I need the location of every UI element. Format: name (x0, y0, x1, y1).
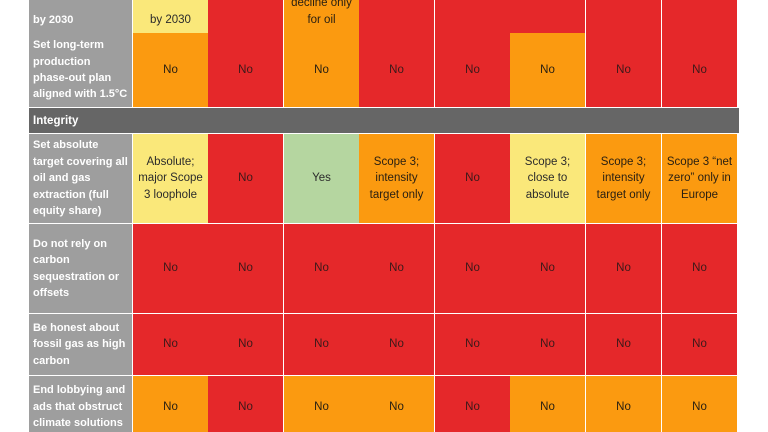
rating-cell: No (359, 33, 434, 107)
rating-cell: Yes (284, 134, 359, 223)
rating-cell: by 2030 (133, 0, 208, 33)
row-label: Set long-term production phase-out plan … (29, 33, 132, 107)
rating-cell: No (510, 224, 585, 313)
rating-cell: No (662, 376, 737, 432)
table-row: End lobbying and ads that obstruct clima… (29, 376, 739, 432)
rating-cell: No (662, 33, 737, 107)
rating-cell: No (359, 224, 434, 313)
table-row: Be honest about fossil gas as high carbo… (29, 314, 739, 375)
row-label: Set absolute target covering all oil and… (29, 134, 132, 223)
table-row: Set absolute target covering all oil and… (29, 134, 739, 223)
rating-cell: Scope 3; intensity target only (586, 134, 661, 223)
rating-cell: No (359, 376, 434, 432)
rating-cell (586, 0, 661, 33)
rating-cell: No (133, 33, 208, 107)
rating-cell: No (435, 134, 510, 223)
rating-cell: No (133, 224, 208, 313)
row-label: by 2030 (29, 0, 132, 33)
rating-cell (359, 0, 434, 33)
rating-cell: No (435, 224, 510, 313)
rating-cell: No (284, 314, 359, 375)
rating-cell: No (133, 376, 208, 432)
rating-cell: No (208, 33, 283, 107)
rating-cell: Scope 3; intensity target only (359, 134, 434, 223)
rating-cell: No (208, 314, 283, 375)
rating-cell: No (284, 376, 359, 432)
row-label: Be honest about fossil gas as high carbo… (29, 314, 132, 375)
rating-cell: decline only for oil (284, 0, 359, 33)
rating-cell: No (586, 314, 661, 375)
rating-cell: No (662, 314, 737, 375)
rating-cell: No (586, 376, 661, 432)
rating-cell: No (510, 314, 585, 375)
rating-cell: No (510, 33, 585, 107)
table-row: by 2030 by 2030 decline only for oil (29, 0, 739, 33)
rating-cell: No (284, 224, 359, 313)
table-row: Set long-term production phase-out plan … (29, 33, 739, 107)
table-row: Do not rely on carbon sequestration or o… (29, 224, 739, 313)
rating-cell (510, 0, 585, 33)
rating-cell: Scope 3; close to absolute (510, 134, 585, 223)
rating-cell: No (586, 33, 661, 107)
rating-cell (435, 0, 510, 33)
rating-cell: No (133, 314, 208, 375)
rating-cell: No (435, 376, 510, 432)
section-header: Integrity (29, 108, 739, 133)
rating-cell: No (208, 376, 283, 432)
rating-cell: No (435, 33, 510, 107)
rating-cell: Absolute; major Scope 3 loophole (133, 134, 208, 223)
rating-cell: No (208, 134, 283, 223)
rating-cell: No (435, 314, 510, 375)
rating-cell: No (284, 33, 359, 107)
rating-cell: No (662, 224, 737, 313)
row-label: Do not rely on carbon sequestration or o… (29, 224, 132, 313)
row-label: End lobbying and ads that obstruct clima… (29, 376, 132, 432)
rating-cell (208, 0, 283, 33)
rating-cell: No (510, 376, 585, 432)
rating-cell: No (208, 224, 283, 313)
rating-cell: No (359, 314, 434, 375)
rating-cell: Scope 3 “net zero” only in Europe (662, 134, 737, 223)
rating-cell (662, 0, 737, 33)
rating-cell: No (586, 224, 661, 313)
